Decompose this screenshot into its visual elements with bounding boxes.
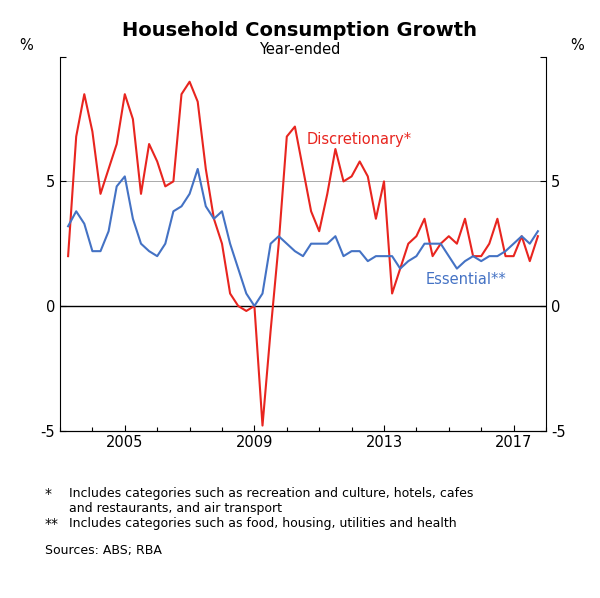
Text: Discretionary*: Discretionary* [306,132,412,147]
Text: %: % [19,38,33,53]
Text: Household Consumption Growth: Household Consumption Growth [122,21,478,40]
Text: **: ** [45,517,59,531]
Text: *: * [45,487,52,501]
Text: Year-ended: Year-ended [259,42,341,57]
Text: Includes categories such as food, housing, utilities and health: Includes categories such as food, housin… [69,517,457,530]
Text: Essential**: Essential** [426,271,507,286]
Text: Sources: ABS; RBA: Sources: ABS; RBA [45,544,162,557]
Text: %: % [571,38,584,53]
Text: Includes categories such as recreation and culture, hotels, cafes
and restaurant: Includes categories such as recreation a… [69,487,473,515]
